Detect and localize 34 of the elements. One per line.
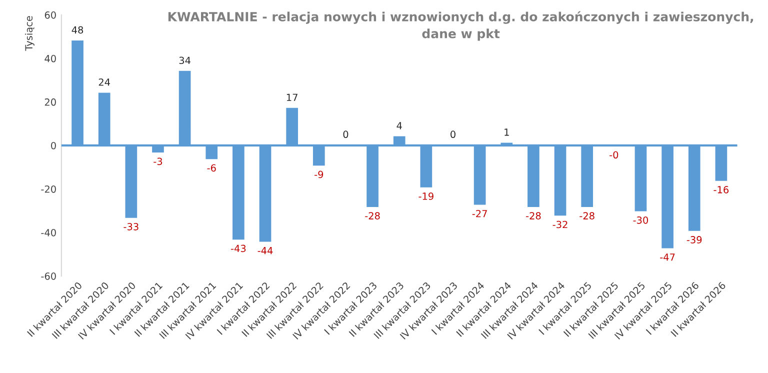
- text: -39: [686, 236, 702, 244]
- y-tick-label: -20: [41, 185, 56, 193]
- text: 24: [98, 78, 110, 86]
- text: -9: [314, 170, 324, 178]
- text: -47: [660, 254, 675, 261]
- y-tick-label: -60: [41, 272, 56, 280]
- text: -33: [124, 223, 138, 230]
- text: -44: [258, 247, 273, 254]
- chart-title: KWARTALNIE - relacja nowych i wznowionych d.g. do zakończonych i zawieszonych, dane w pkt: [168, 11, 754, 41]
- text: -16: [714, 186, 729, 194]
- text: 48: [72, 26, 84, 34]
- y-tick-label: 60: [44, 11, 56, 19]
- text: -32: [552, 220, 568, 228]
- text: 4: [396, 122, 402, 130]
- text: 0: [450, 130, 456, 138]
- text: -28: [580, 212, 594, 220]
- text: -28: [526, 212, 541, 220]
- y-tick-label: 40: [44, 54, 56, 62]
- text: -19: [418, 192, 434, 200]
- text: -0: [610, 151, 618, 159]
- text: 1: [504, 128, 509, 136]
- text: -3: [154, 158, 162, 166]
- text: -28: [365, 212, 380, 220]
- text: 34: [179, 56, 190, 64]
- text: -30: [633, 216, 648, 224]
- y-tick-label: -40: [41, 228, 56, 236]
- text: -6: [207, 164, 216, 172]
- text: 0: [343, 130, 348, 138]
- y-tick-label: 0: [51, 142, 56, 150]
- y-axis-title: Tysiące: [24, 16, 34, 51]
- text: -27: [472, 210, 487, 218]
- text: -43: [230, 244, 246, 252]
- y-tick-label: 20: [44, 98, 56, 106]
- text: 17: [286, 94, 298, 101]
